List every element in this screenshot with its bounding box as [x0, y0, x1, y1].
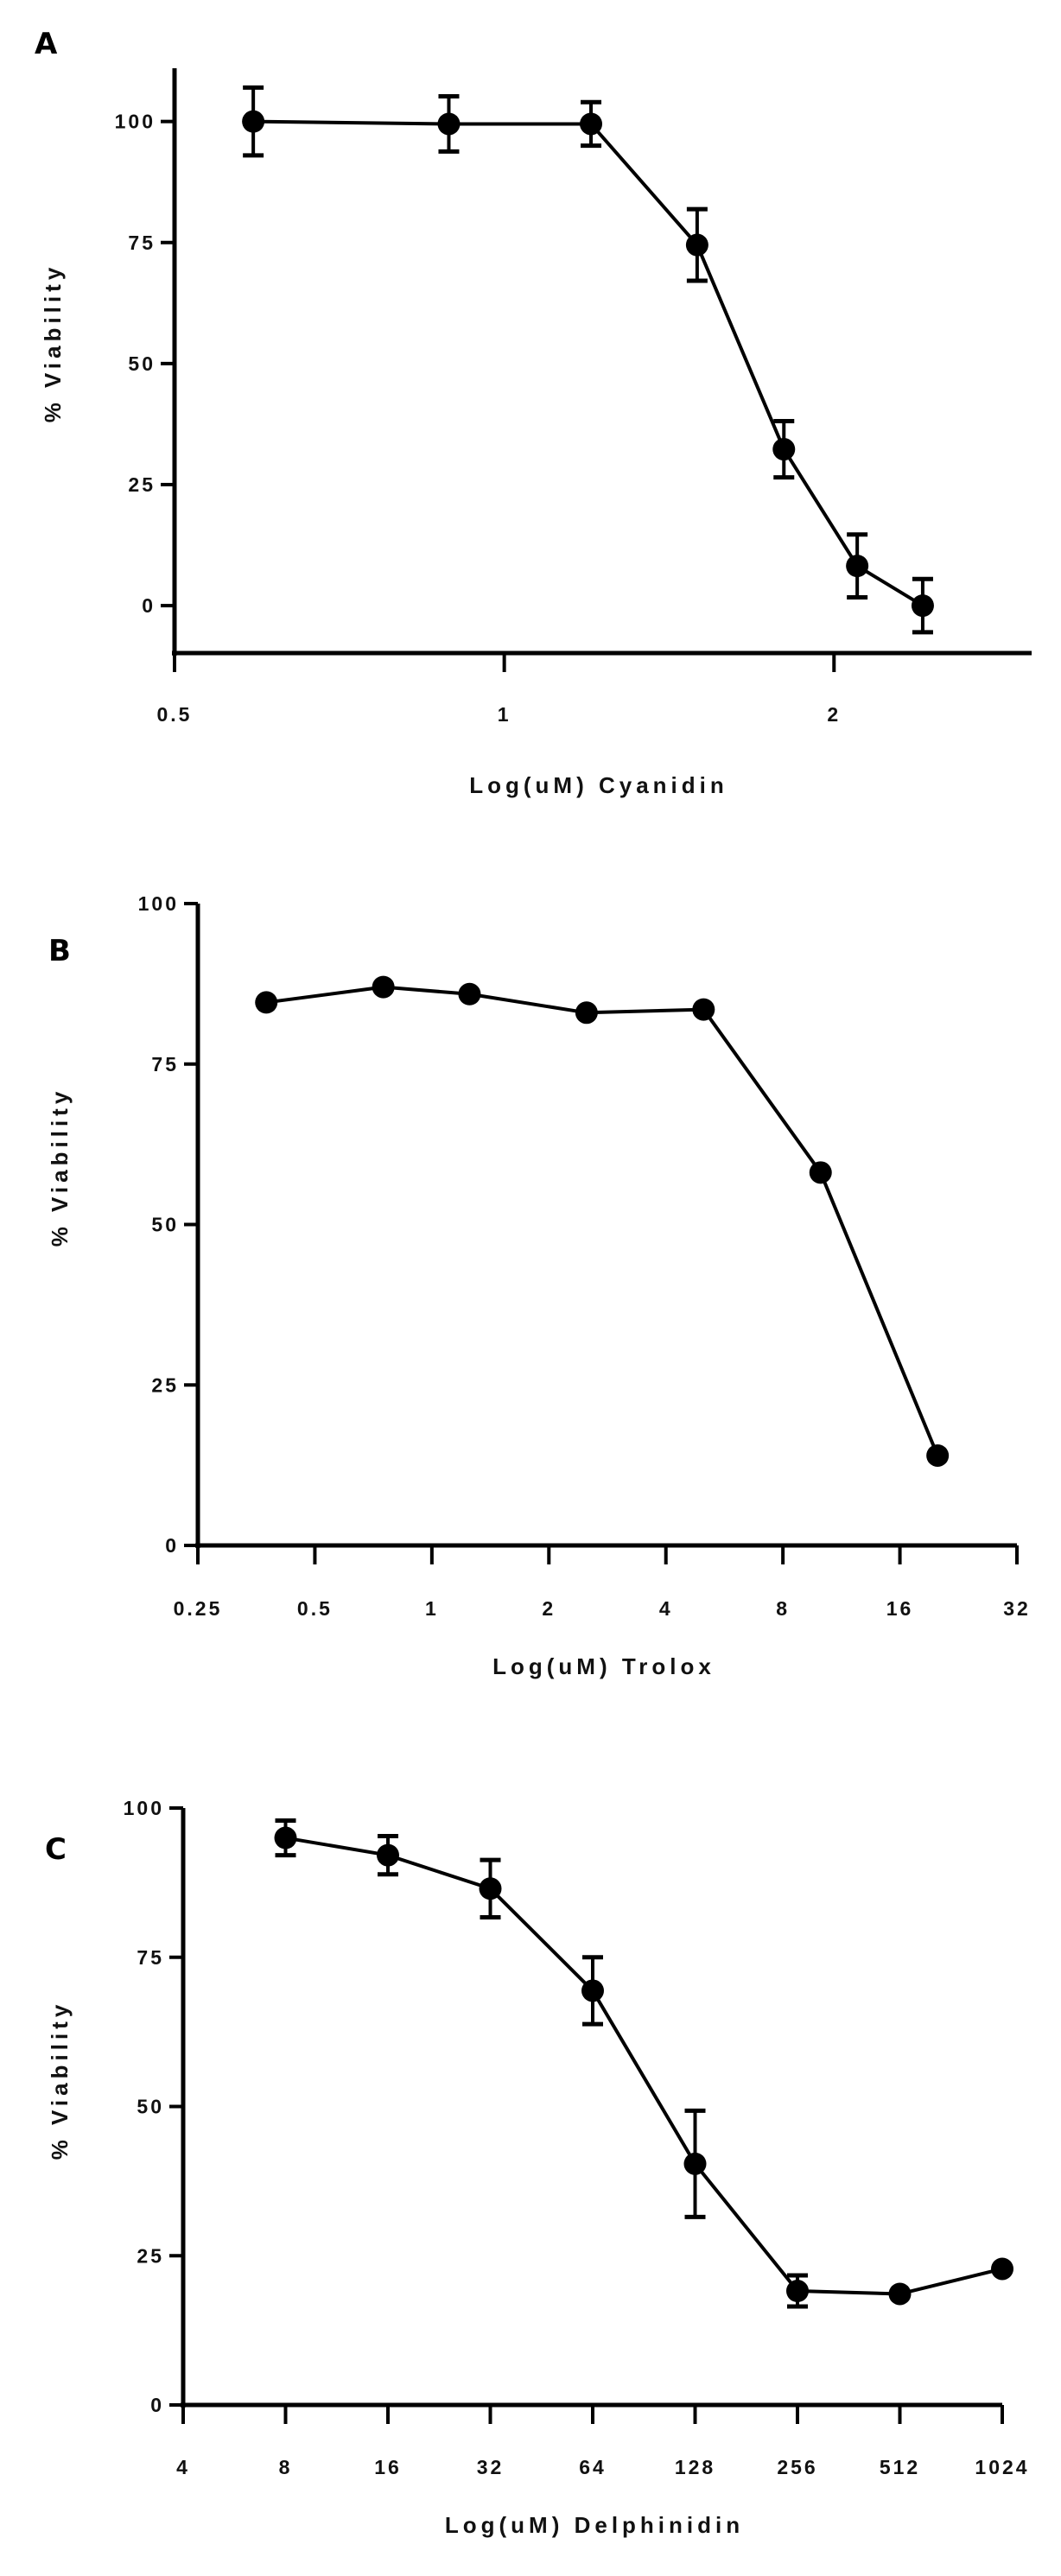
panel-letter: C [45, 1832, 67, 1867]
series-line [285, 1836, 1003, 2296]
y-tick-label: 100 [138, 892, 179, 915]
y-axis-title: % Viability [47, 1088, 73, 1247]
data-point [274, 1826, 297, 1850]
x-tick-label: 16 [886, 1597, 914, 1620]
x-tick-label: 8 [279, 2456, 293, 2478]
data-point [580, 112, 603, 136]
x-tick-label: 0.25 [174, 1597, 223, 1620]
data-point [242, 110, 265, 133]
x-tick-label: 4 [659, 1597, 673, 1620]
y-tick-label: 75 [137, 1946, 164, 1969]
panel-a: A 0 25 50 75 100 0.5 1 2 Log(uM) Cyanidin % Viabil… [35, 27, 1032, 798]
y-tick-label: 100 [124, 1797, 164, 1819]
panel-c: C 0 25 50 75 100 4 8 16 32 64 128 256 512 1024 Log(uM) … [45, 1797, 1029, 2538]
data-point [786, 2280, 809, 2303]
y-tick-label: 100 [115, 111, 156, 133]
data-point [772, 438, 796, 461]
x-tick-label: 128 [675, 2456, 715, 2478]
x-tick-label: 32 [1003, 1597, 1031, 1620]
y-tick-label: 0 [150, 2394, 164, 2416]
data-point [846, 555, 869, 578]
panel-letter: B [48, 934, 71, 968]
panel-b: B 0 25 50 75 100 0.25 0.5 1 2 4 8 16 32 Log(uM) Trolox… [47, 892, 1031, 1679]
data-point [581, 1979, 604, 2002]
y-axis-title: % Viability [47, 2001, 73, 2160]
x-tick-label: 512 [880, 2456, 920, 2478]
y-tick-label: 50 [151, 1214, 179, 1236]
data-point [685, 233, 708, 257]
x-tick-label: 1 [498, 703, 511, 726]
data-point [458, 982, 481, 1006]
y-tick-label: 50 [137, 2096, 164, 2118]
y-tick-label: 75 [151, 1053, 179, 1075]
y-tick-label: 50 [128, 352, 156, 375]
data-point [911, 594, 934, 618]
y-tick-label: 25 [151, 1374, 179, 1396]
data-point [372, 975, 395, 999]
x-axis-title: Log(uM) Cyanidin [469, 772, 728, 798]
series-line [253, 119, 924, 607]
y-tick-label: 25 [128, 473, 156, 496]
data-point [575, 1001, 598, 1025]
data-point [888, 2282, 912, 2306]
x-tick-label: 2 [542, 1597, 556, 1620]
y-axis-title: % Viability [40, 263, 66, 423]
x-axis-title: Log(uM) Delphinidin [445, 2512, 744, 2538]
x-tick-label: 16 [374, 2456, 402, 2478]
y-tick-label: 25 [137, 2244, 164, 2267]
data-point [437, 112, 461, 136]
data-point [926, 1443, 950, 1467]
data-point [377, 1843, 399, 1867]
series-line [265, 985, 940, 1456]
x-tick-label: 2 [827, 703, 841, 726]
x-tick-label: 256 [777, 2456, 817, 2478]
y-tick-label: 0 [142, 594, 156, 617]
y-tick-label: 75 [128, 232, 156, 254]
x-tick-label: 0.5 [157, 703, 193, 726]
x-tick-label: 8 [776, 1597, 790, 1620]
panel-letter: A [35, 27, 58, 61]
data-point [692, 998, 715, 1021]
x-tick-label: 0.5 [297, 1597, 333, 1620]
data-point [255, 991, 278, 1014]
x-axis-title: Log(uM) Trolox [492, 1653, 715, 1679]
x-tick-label: 32 [477, 2456, 505, 2478]
x-tick-label: 1 [425, 1597, 439, 1620]
data-point [683, 2152, 707, 2175]
x-tick-label: 1024 [975, 2456, 1029, 2478]
y-tick-label: 0 [165, 1534, 179, 1557]
data-point [479, 1877, 502, 1900]
data-point [991, 2257, 1013, 2281]
x-tick-label: 64 [579, 2456, 607, 2478]
x-tick-label: 4 [176, 2456, 190, 2478]
data-point [809, 1161, 832, 1184]
